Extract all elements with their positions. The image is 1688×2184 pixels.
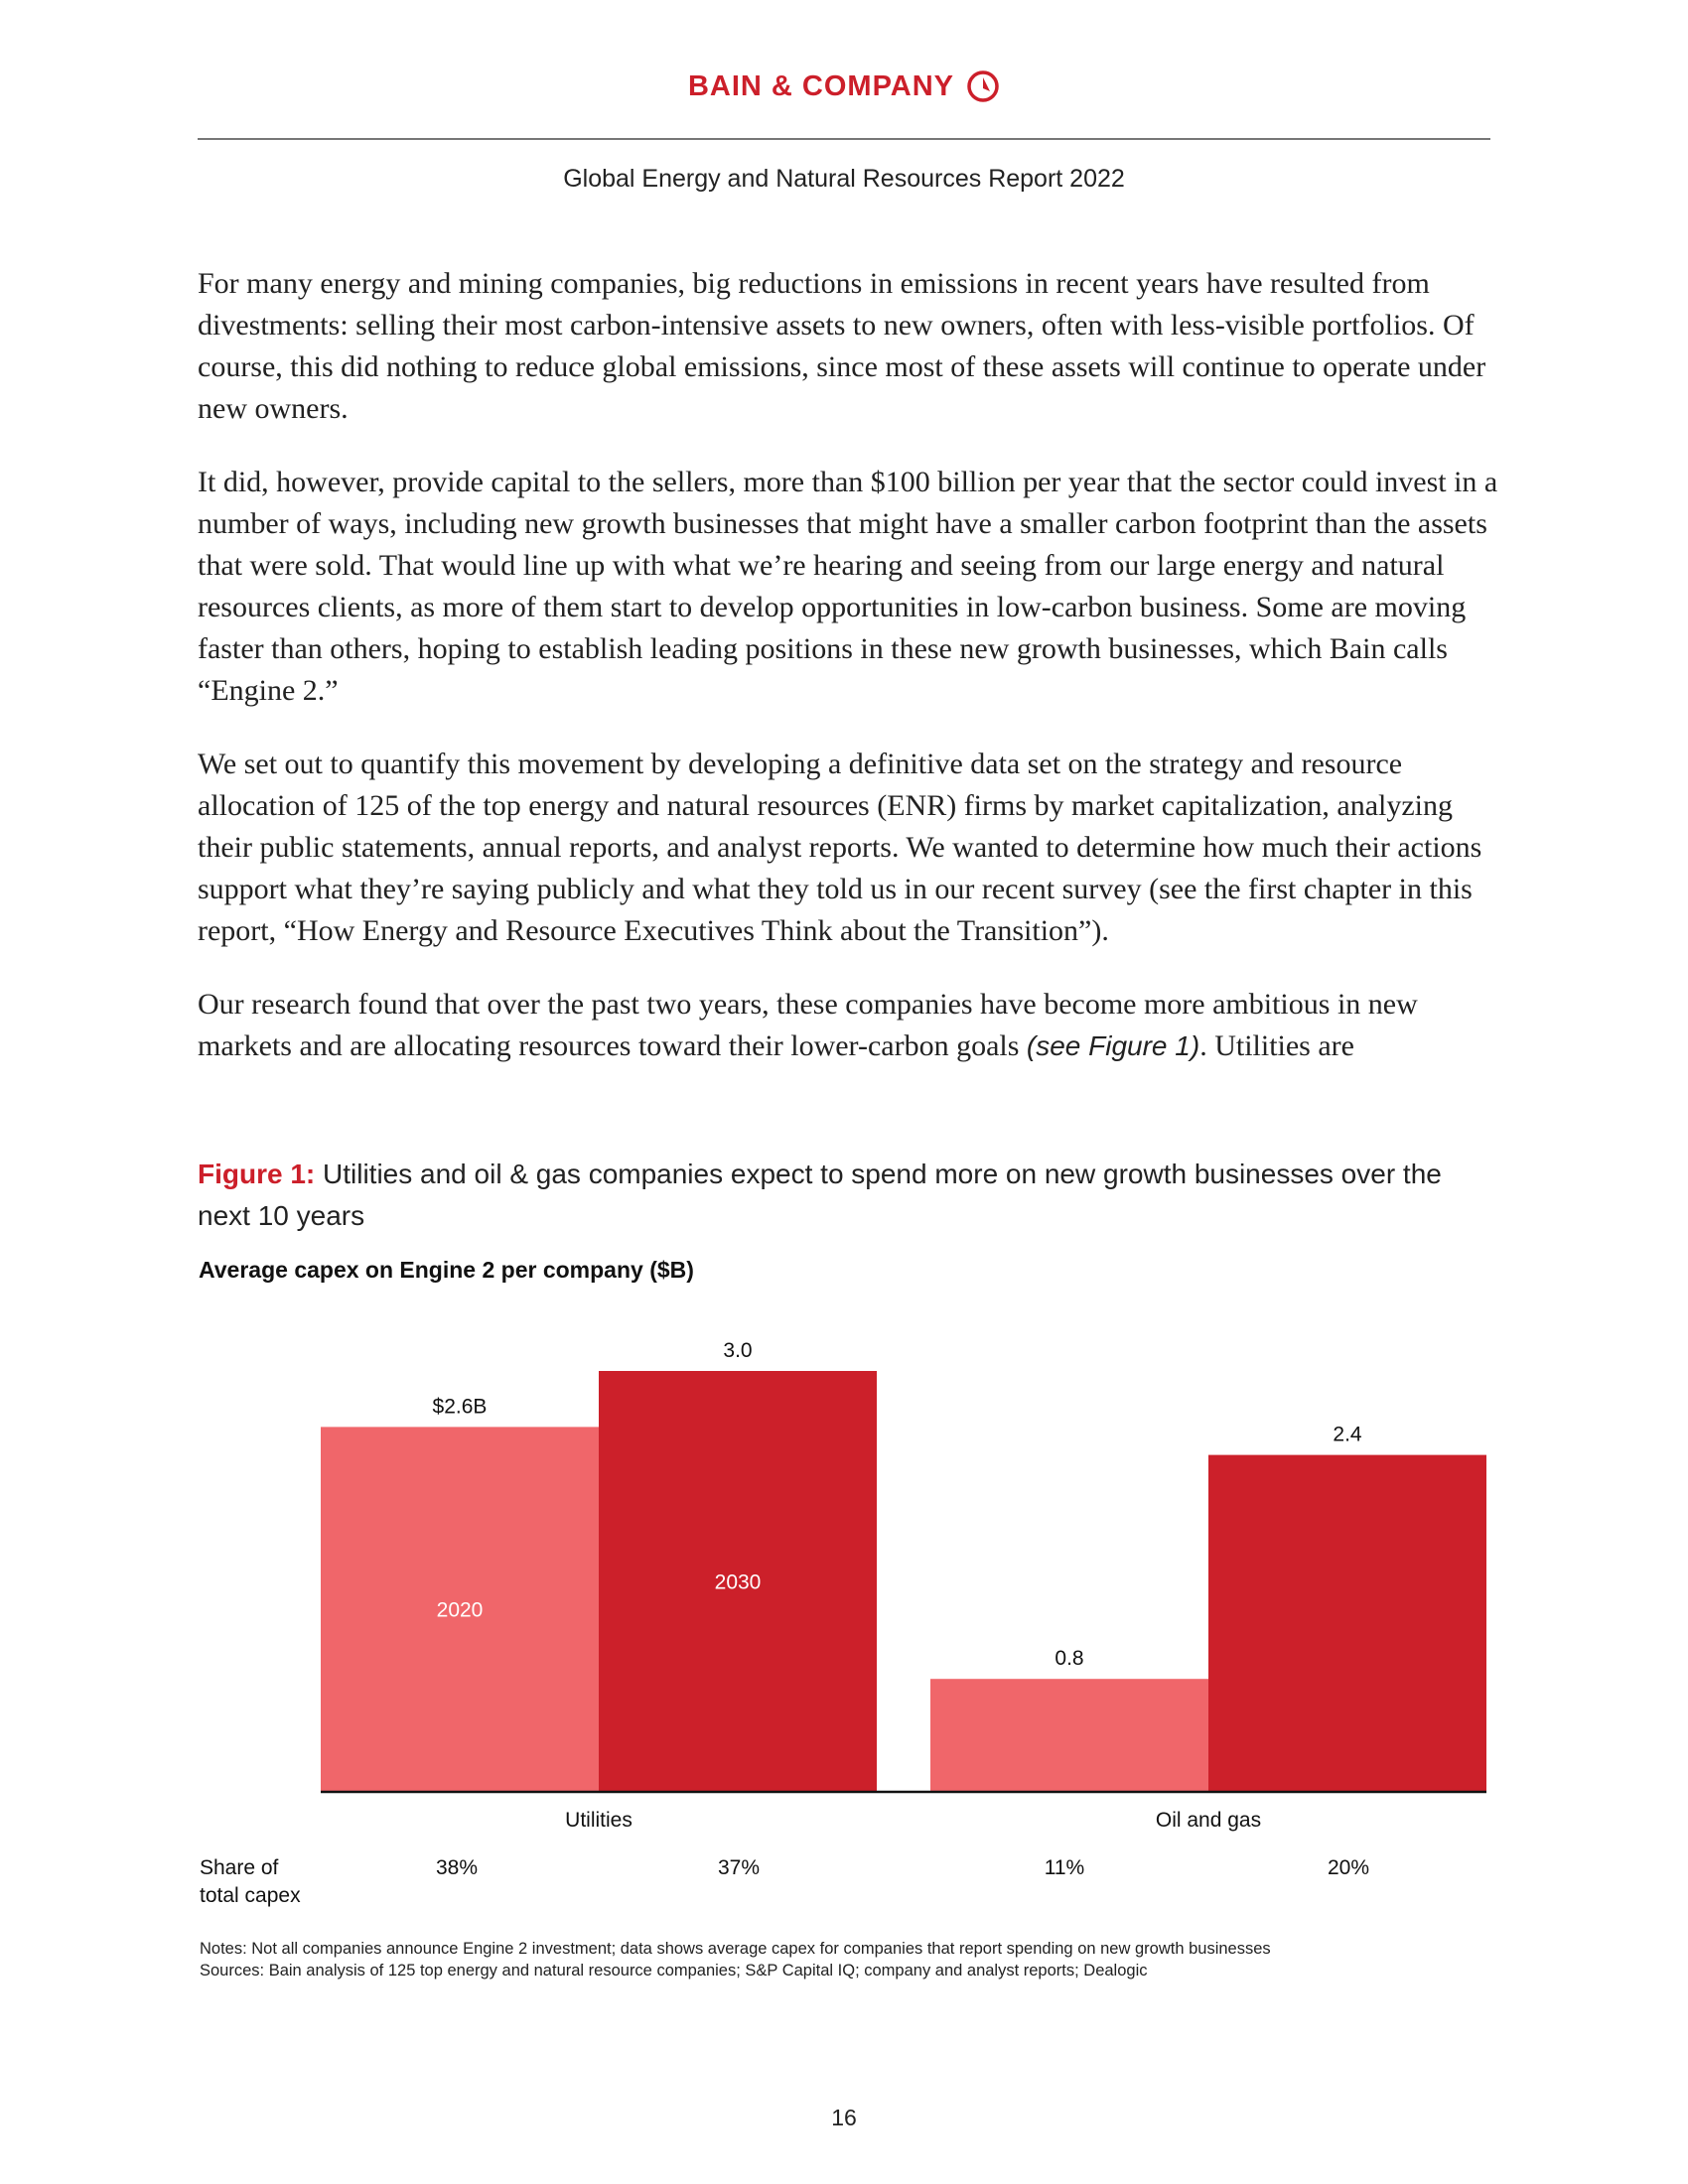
bar-utilities-2030 xyxy=(599,1371,877,1791)
sources-text: Sources: Bain analysis of 125 top energy… xyxy=(200,1962,1148,1979)
paragraph-2: It did, however, provide capital to the … xyxy=(198,466,1498,707)
data-label: 2.4 xyxy=(1333,1424,1362,1446)
logo-mark-icon xyxy=(967,70,999,102)
chart-title: Average capex on Engine 2 per company ($… xyxy=(199,1257,694,1283)
data-label: 3.0 xyxy=(723,1339,752,1362)
body-text: For many energy and mining companies, bi… xyxy=(198,263,1498,1099)
capex-bar-chart: $2.6B 2020 3.0 2030 Utilities 0.8 2.4 Oil and g… xyxy=(200,1339,1486,1907)
page-number: 16 xyxy=(831,2105,857,2130)
figure-reference-link[interactable]: (see Figure 1) xyxy=(1026,1030,1200,1061)
header-divider xyxy=(198,138,1490,140)
share-row-label-line-2: total capex xyxy=(200,1884,301,1907)
report-title: Global Energy and Natural Resources Repo… xyxy=(563,165,1125,193)
series-label-2030: 2030 xyxy=(715,1571,762,1594)
notes-text: Notes: Not all companies announce Engine… xyxy=(200,1940,1271,1958)
series-label-2020: 2020 xyxy=(437,1599,484,1622)
data-label: $2.6B xyxy=(433,1395,488,1418)
bar-oil-and-gas-2020 xyxy=(930,1679,1208,1791)
share-row-label-line-1: Share of xyxy=(200,1856,279,1879)
share-value: 20% xyxy=(1328,1856,1369,1879)
figure-label: Figure 1: xyxy=(198,1159,316,1189)
figure-title-text: Utilities and oil & gas companies expect… xyxy=(198,1159,1442,1231)
share-value: 37% xyxy=(718,1856,760,1879)
company-logo: BAIN & COMPANY xyxy=(0,69,1688,103)
figure-title: Figure 1: Utilities and oil & gas compan… xyxy=(198,1154,1488,1237)
bar-utilities-2020 xyxy=(321,1427,599,1791)
paragraph-4: Our research found that over the past tw… xyxy=(198,984,1498,1067)
category-label: Oil and gas xyxy=(1156,1809,1261,1832)
bar-oil-and-gas-2030 xyxy=(1208,1454,1486,1791)
paragraph-1: For many energy and mining companies, bi… xyxy=(198,267,1486,425)
share-value: 11% xyxy=(1045,1856,1084,1879)
category-label: Utilities xyxy=(565,1809,633,1832)
paragraph-4-start: Our research found that over the past tw… xyxy=(198,988,1418,1062)
data-label: 0.8 xyxy=(1055,1647,1083,1670)
paragraph-4-end: . Utilities are xyxy=(1199,1029,1354,1062)
figure-notes: Notes: Not all companies announce Engine… xyxy=(200,1938,1490,1981)
paragraph-3: We set out to quantify this movement by … xyxy=(198,748,1482,947)
share-value: 38% xyxy=(436,1856,478,1879)
logo-text: BAIN & COMPANY xyxy=(687,69,955,102)
